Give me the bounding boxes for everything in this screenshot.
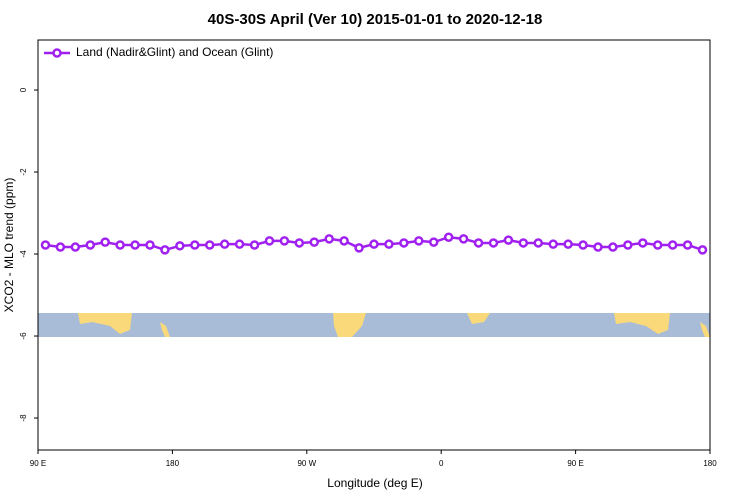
x-tick-label: 90 E <box>30 459 46 468</box>
point <box>503 235 514 245</box>
x-axis-label: Longitude (deg E) <box>327 476 422 490</box>
point <box>309 237 320 247</box>
point <box>40 240 51 250</box>
x-tick-label: 0 <box>439 459 444 468</box>
point <box>219 239 230 249</box>
point <box>70 242 81 252</box>
y-tick-label: -2 <box>19 168 28 176</box>
x-tick-label: 90 E <box>567 459 583 468</box>
point <box>294 238 305 248</box>
point <box>234 239 245 249</box>
point <box>638 238 648 248</box>
point <box>160 245 170 255</box>
point <box>458 234 469 244</box>
point <box>279 236 290 246</box>
y-tick-label: -8 <box>19 414 28 422</box>
point <box>623 240 633 250</box>
point <box>414 236 424 246</box>
point <box>264 236 275 246</box>
point <box>652 240 663 250</box>
y-axis-label: XCO2 - MLO trend (ppm) <box>2 178 16 313</box>
point <box>682 240 693 250</box>
point <box>85 240 96 250</box>
point <box>130 240 140 250</box>
point <box>578 240 588 250</box>
chart-title: 40S-30S April (Ver 10) 2015-01-01 to 202… <box>208 11 543 28</box>
point <box>473 238 484 248</box>
x-tick-label: 180 <box>166 459 180 468</box>
point <box>324 234 334 244</box>
point <box>369 239 379 249</box>
y-tick-label: 0 <box>19 87 28 92</box>
point <box>175 241 185 251</box>
x-tick-label: 90 W <box>297 459 316 468</box>
y-tick-label: -4 <box>19 250 28 258</box>
point <box>339 236 349 246</box>
point <box>190 240 200 250</box>
map-strip <box>38 313 710 337</box>
point <box>443 232 454 242</box>
point <box>518 238 529 248</box>
point <box>204 240 215 250</box>
point <box>249 240 260 250</box>
point <box>593 242 603 252</box>
plot-frame <box>37 39 711 451</box>
point <box>100 237 110 247</box>
point <box>55 242 66 252</box>
point <box>354 243 364 253</box>
point <box>608 242 618 252</box>
point <box>548 239 558 249</box>
x-tick-label: 180 <box>703 459 717 468</box>
legend-label: Land (Nadir&Glint) and Ocean (Glint) <box>76 45 273 59</box>
point <box>667 240 678 250</box>
point <box>697 245 708 255</box>
point <box>384 239 394 249</box>
point <box>488 238 499 248</box>
point <box>563 239 573 249</box>
legend-marker <box>52 48 62 58</box>
point <box>145 240 155 250</box>
y-tick-label: -6 <box>19 332 28 340</box>
point <box>533 238 544 248</box>
point <box>428 237 439 247</box>
point <box>399 238 409 248</box>
point <box>115 240 125 250</box>
